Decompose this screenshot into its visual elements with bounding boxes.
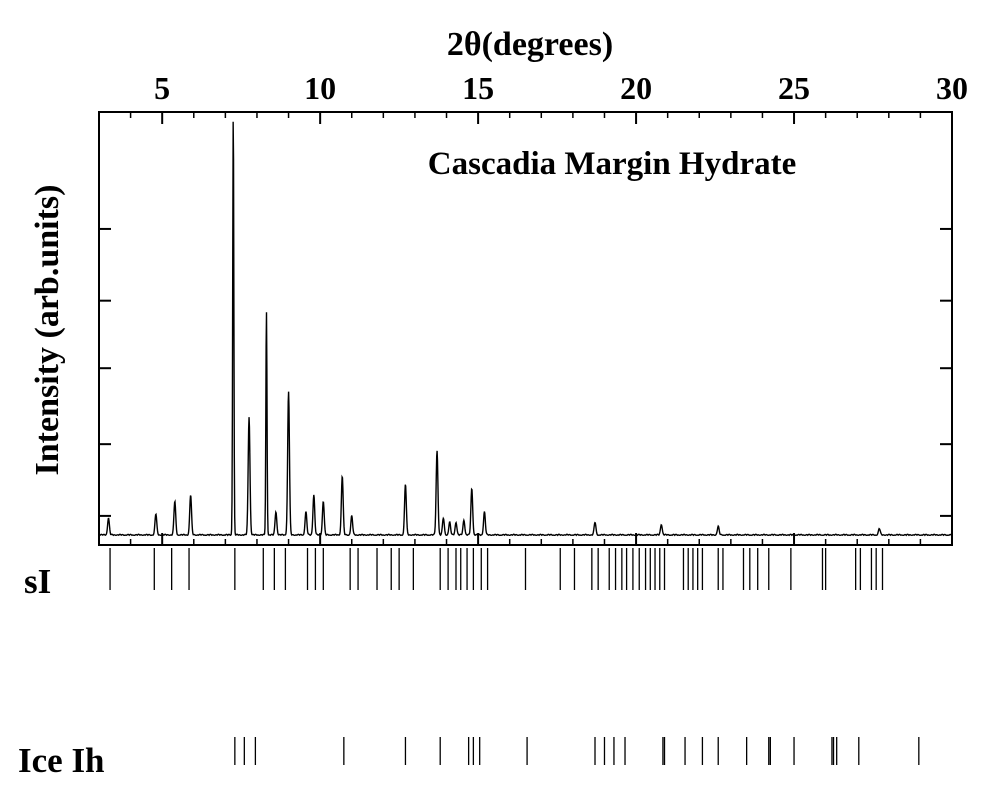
row-label-ice-ih: Ice Ih xyxy=(18,741,105,780)
plot-frame xyxy=(98,111,953,546)
x-tick-label-30: 30 xyxy=(936,70,968,106)
x-tick-label-15: 15 xyxy=(462,70,494,106)
x-tick-label-25: 25 xyxy=(778,70,810,106)
x-axis-title: 2θ(degrees) xyxy=(447,26,613,63)
x-tick-label-10: 10 xyxy=(304,70,336,106)
y-axis-title: Intensity (arb.units) xyxy=(29,185,66,476)
row-label-si: sI xyxy=(24,562,51,601)
chart-title: Cascadia Margin Hydrate xyxy=(428,146,796,182)
x-tick-label-20: 20 xyxy=(620,70,652,106)
x-tick-labels: 5 10 15 20 25 30 xyxy=(154,70,968,106)
reflection-marker-rows xyxy=(109,548,920,765)
x-tick-label-5: 5 xyxy=(154,70,170,106)
diffraction-pattern-line xyxy=(98,121,953,537)
